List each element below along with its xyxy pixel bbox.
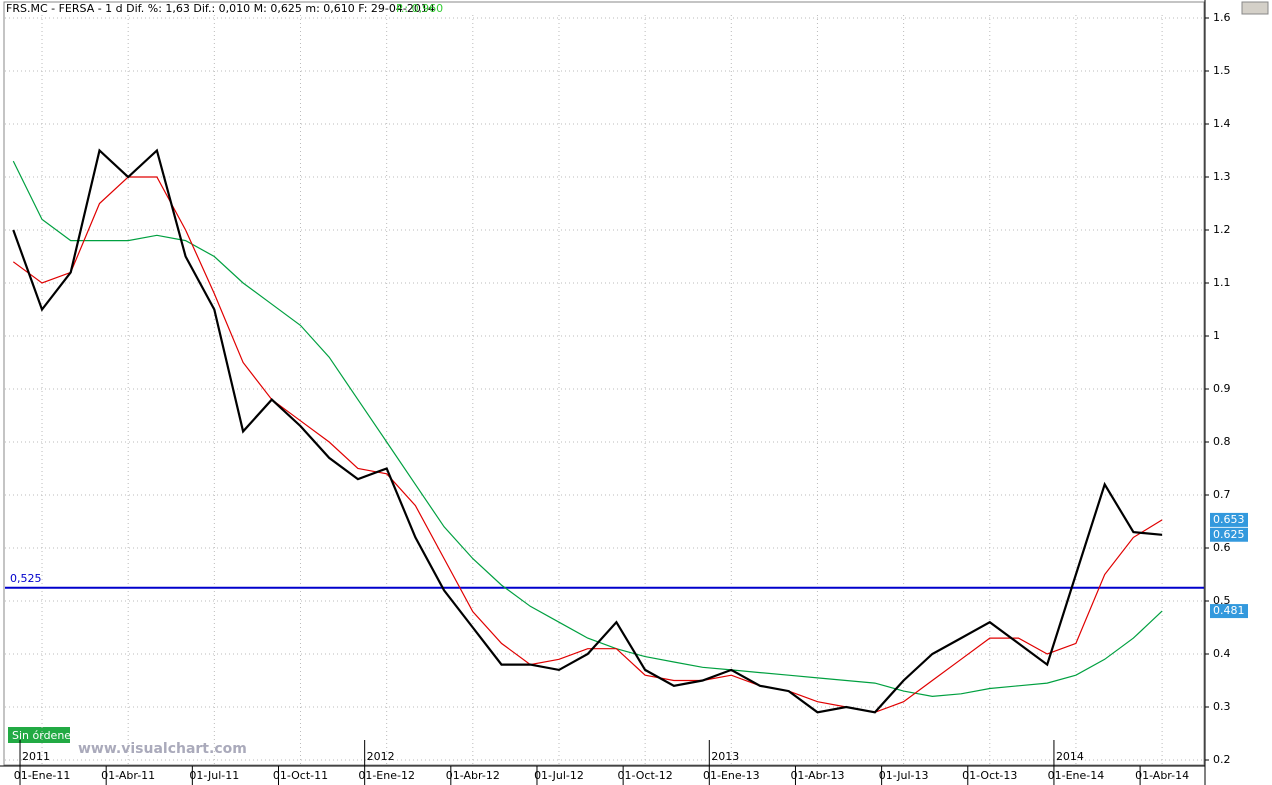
y-tick-label: 0.9 xyxy=(1213,382,1231,395)
x-tick-label: 01-Oct-13 xyxy=(962,769,1017,782)
orders-badge xyxy=(8,727,70,743)
x-tick-label: 01-Abr-12 xyxy=(446,769,500,782)
y-tick-label: 1 xyxy=(1213,329,1220,342)
year-label: 2014 xyxy=(1056,750,1084,763)
year-label: 2011 xyxy=(22,750,50,763)
y-tick-label: 1.2 xyxy=(1213,223,1231,236)
y-tick-label: 0.2 xyxy=(1213,753,1231,766)
x-tick-label: 01-Jul-13 xyxy=(879,769,929,782)
watermark: www.visualchart.com xyxy=(78,741,247,757)
y-tick-label: 0.3 xyxy=(1213,700,1231,713)
last-value-label: 0.481 xyxy=(1213,604,1245,617)
series-line xyxy=(12,148,1163,714)
x-tick-label: 01-Abr-11 xyxy=(101,769,155,782)
x-tick-label: 01-Abr-13 xyxy=(790,769,844,782)
x-tick-label: 01-Jul-11 xyxy=(189,769,239,782)
y-tick-label: 0.4 xyxy=(1213,647,1231,660)
chart-subtitle: P.: 0,960 xyxy=(396,2,443,15)
orders-label: Sin órdenes xyxy=(12,729,77,742)
plot-frame xyxy=(3,1,1205,766)
y-tick-label: 1.1 xyxy=(1213,276,1231,289)
y-tick-label: 1.4 xyxy=(1213,117,1231,130)
y-tick-label: 1.6 xyxy=(1213,11,1231,24)
series-line xyxy=(12,160,1163,698)
y-tick-label: 1.3 xyxy=(1213,170,1231,183)
year-label: 2012 xyxy=(367,750,395,763)
last-value-label: 0.653 xyxy=(1213,513,1245,526)
x-tick-label: 01-Oct-12 xyxy=(618,769,673,782)
series-line xyxy=(12,176,1163,713)
last-value-label: 0.625 xyxy=(1213,528,1245,541)
y-tick-label: 1.5 xyxy=(1213,64,1231,77)
x-tick-label: 01-Ene-14 xyxy=(1048,769,1105,782)
y-tick-label: 0.5 xyxy=(1213,594,1231,607)
last-value-box xyxy=(1210,604,1248,619)
x-tick-label: 01-Abr-14 xyxy=(1135,769,1189,782)
y-tick-label: 0.8 xyxy=(1213,435,1231,448)
chart-title: FRS.MC - FERSA - 1 d Dif. %: 1,63 Dif.: … xyxy=(6,2,435,15)
x-tick-label: 01-Ene-13 xyxy=(703,769,760,782)
x-tick-label: 01-Ene-11 xyxy=(14,769,71,782)
last-value-box xyxy=(1210,527,1248,542)
window-buttons[interactable] xyxy=(1241,1,1269,15)
x-tick-label: 01-Ene-12 xyxy=(358,769,415,782)
reference-label: 0,525 xyxy=(10,572,42,585)
year-label: 2013 xyxy=(711,750,739,763)
y-tick-label: 0.6 xyxy=(1213,541,1231,554)
y-tick-label: 0.7 xyxy=(1213,488,1231,501)
x-tick-label: 01-Jul-12 xyxy=(534,769,584,782)
last-value-box xyxy=(1210,512,1248,527)
x-tick-label: 01-Oct-11 xyxy=(273,769,328,782)
